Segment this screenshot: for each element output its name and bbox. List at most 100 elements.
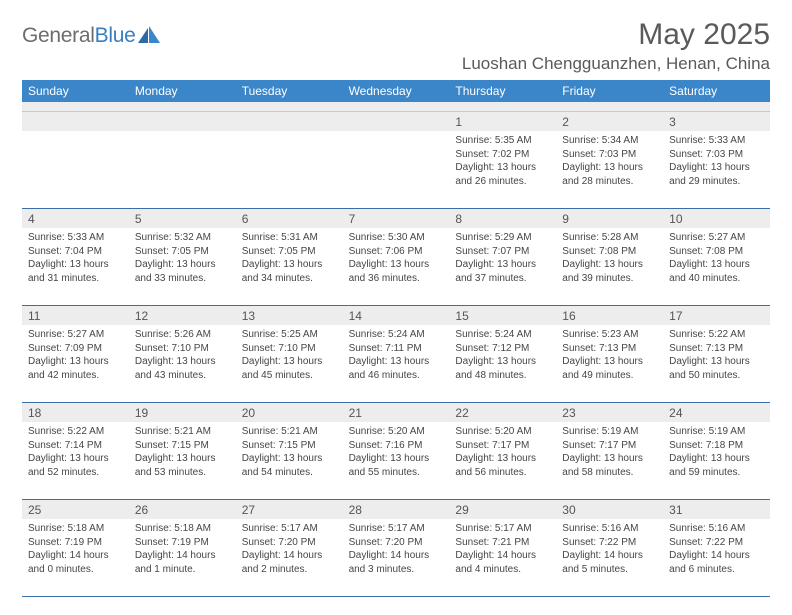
sunrise-label: Sunrise: 5:23 AM (562, 328, 657, 342)
sunset-label: Sunset: 7:05 PM (135, 245, 230, 259)
day-number (343, 112, 450, 131)
dow-wednesday: Wednesday (343, 80, 450, 102)
sunset-label: Sunset: 7:20 PM (349, 536, 444, 550)
dow-tuesday: Tuesday (236, 80, 343, 102)
day-number (236, 112, 343, 131)
day-cell: Sunrise: 5:30 AMSunset: 7:06 PMDaylight:… (343, 228, 450, 306)
sunset-label: Sunset: 7:12 PM (455, 342, 550, 356)
daylight-label: Daylight: 13 hours and 49 minutes. (562, 355, 657, 382)
day-number: 19 (129, 403, 236, 422)
logo: GeneralBlue (22, 18, 160, 48)
sunrise-label: Sunrise: 5:27 AM (669, 231, 764, 245)
day-cell: Sunrise: 5:18 AMSunset: 7:19 PMDaylight:… (22, 519, 129, 597)
sunrise-label: Sunrise: 5:20 AM (349, 425, 444, 439)
sunset-label: Sunset: 7:21 PM (455, 536, 550, 550)
day-cell (129, 131, 236, 209)
logo-sail-icon (138, 26, 160, 49)
day-number: 28 (343, 500, 450, 519)
sunrise-label: Sunrise: 5:17 AM (455, 522, 550, 536)
day-number: 24 (663, 403, 770, 422)
day-number: 12 (129, 306, 236, 325)
sunrise-label: Sunrise: 5:27 AM (28, 328, 123, 342)
logo-word-1: General (22, 24, 95, 47)
day-number: 26 (129, 500, 236, 519)
sunset-label: Sunset: 7:08 PM (669, 245, 764, 259)
day-number: 10 (663, 209, 770, 228)
day-cell: Sunrise: 5:34 AMSunset: 7:03 PMDaylight:… (556, 131, 663, 209)
day-number: 1 (449, 112, 556, 131)
daylight-label: Daylight: 13 hours and 28 minutes. (562, 161, 657, 188)
day-number: 14 (343, 306, 450, 325)
sunrise-label: Sunrise: 5:20 AM (455, 425, 550, 439)
daylight-label: Daylight: 13 hours and 53 minutes. (135, 452, 230, 479)
day-cell: Sunrise: 5:24 AMSunset: 7:11 PMDaylight:… (343, 325, 450, 403)
daylight-label: Daylight: 13 hours and 40 minutes. (669, 258, 764, 285)
sunset-label: Sunset: 7:22 PM (562, 536, 657, 550)
sunrise-label: Sunrise: 5:33 AM (28, 231, 123, 245)
day-number (129, 112, 236, 131)
daylight-label: Daylight: 14 hours and 0 minutes. (28, 549, 123, 576)
day-number (22, 112, 129, 131)
week-number-row: 11121314151617 (22, 306, 770, 325)
sunset-label: Sunset: 7:05 PM (242, 245, 337, 259)
day-cell: Sunrise: 5:19 AMSunset: 7:17 PMDaylight:… (556, 422, 663, 500)
daylight-label: Daylight: 13 hours and 34 minutes. (242, 258, 337, 285)
daylight-label: Daylight: 13 hours and 29 minutes. (669, 161, 764, 188)
sunrise-label: Sunrise: 5:31 AM (242, 231, 337, 245)
day-cell: Sunrise: 5:21 AMSunset: 7:15 PMDaylight:… (129, 422, 236, 500)
day-number: 29 (449, 500, 556, 519)
daylight-label: Daylight: 13 hours and 36 minutes. (349, 258, 444, 285)
day-cell: Sunrise: 5:17 AMSunset: 7:21 PMDaylight:… (449, 519, 556, 597)
sunrise-label: Sunrise: 5:17 AM (349, 522, 444, 536)
sunrise-label: Sunrise: 5:22 AM (28, 425, 123, 439)
day-number: 7 (343, 209, 450, 228)
day-cell: Sunrise: 5:23 AMSunset: 7:13 PMDaylight:… (556, 325, 663, 403)
day-number: 25 (22, 500, 129, 519)
logo-text: GeneralBlue (22, 24, 135, 48)
daylight-label: Daylight: 13 hours and 31 minutes. (28, 258, 123, 285)
sunset-label: Sunset: 7:13 PM (562, 342, 657, 356)
sunrise-label: Sunrise: 5:24 AM (455, 328, 550, 342)
sunset-label: Sunset: 7:15 PM (135, 439, 230, 453)
sunset-label: Sunset: 7:03 PM (562, 148, 657, 162)
sunset-label: Sunset: 7:22 PM (669, 536, 764, 550)
day-cell: Sunrise: 5:24 AMSunset: 7:12 PMDaylight:… (449, 325, 556, 403)
sunset-label: Sunset: 7:02 PM (455, 148, 550, 162)
day-cell: Sunrise: 5:18 AMSunset: 7:19 PMDaylight:… (129, 519, 236, 597)
day-number: 15 (449, 306, 556, 325)
dow-saturday: Saturday (663, 80, 770, 102)
sunrise-label: Sunrise: 5:29 AM (455, 231, 550, 245)
daylight-label: Daylight: 13 hours and 56 minutes. (455, 452, 550, 479)
daylight-label: Daylight: 13 hours and 37 minutes. (455, 258, 550, 285)
week-number-row: 25262728293031 (22, 500, 770, 519)
day-number: 16 (556, 306, 663, 325)
header-spacer (22, 102, 770, 112)
location-label: Luoshan Chengguanzhen, Henan, China (462, 54, 770, 74)
sunset-label: Sunset: 7:09 PM (28, 342, 123, 356)
sunrise-label: Sunrise: 5:35 AM (455, 134, 550, 148)
day-cell: Sunrise: 5:27 AMSunset: 7:09 PMDaylight:… (22, 325, 129, 403)
week-row: Sunrise: 5:27 AMSunset: 7:09 PM Daylight:… (22, 325, 770, 403)
day-cell: Sunrise: 5:26 AMSunset: 7:10 PMDaylight:… (129, 325, 236, 403)
sunrise-label: Sunrise: 5:32 AM (135, 231, 230, 245)
daylight-label: Daylight: 13 hours and 45 minutes. (242, 355, 337, 382)
sunset-label: Sunset: 7:13 PM (669, 342, 764, 356)
sunset-label: Sunset: 7:04 PM (28, 245, 123, 259)
daylight-label: Daylight: 13 hours and 46 minutes. (349, 355, 444, 382)
day-number: 8 (449, 209, 556, 228)
daylight-label: Daylight: 14 hours and 5 minutes. (562, 549, 657, 576)
day-cell: Sunrise: 5:31 AMSunset: 7:05 PMDaylight:… (236, 228, 343, 306)
day-cell: Sunrise: 5:33 AMSunset: 7:04 PMDaylight:… (22, 228, 129, 306)
sunrise-label: Sunrise: 5:21 AM (135, 425, 230, 439)
sunrise-label: Sunrise: 5:16 AM (669, 522, 764, 536)
daylight-label: Daylight: 14 hours and 2 minutes. (242, 549, 337, 576)
day-number: 27 (236, 500, 343, 519)
day-number: 4 (22, 209, 129, 228)
daylight-label: Daylight: 14 hours and 3 minutes. (349, 549, 444, 576)
day-number: 22 (449, 403, 556, 422)
sunrise-label: Sunrise: 5:33 AM (669, 134, 764, 148)
day-number: 18 (22, 403, 129, 422)
week-row: Sunrise: 5:35 AMSunset: 7:02 PM Daylight:… (22, 131, 770, 209)
sunset-label: Sunset: 7:19 PM (28, 536, 123, 550)
sunset-label: Sunset: 7:07 PM (455, 245, 550, 259)
